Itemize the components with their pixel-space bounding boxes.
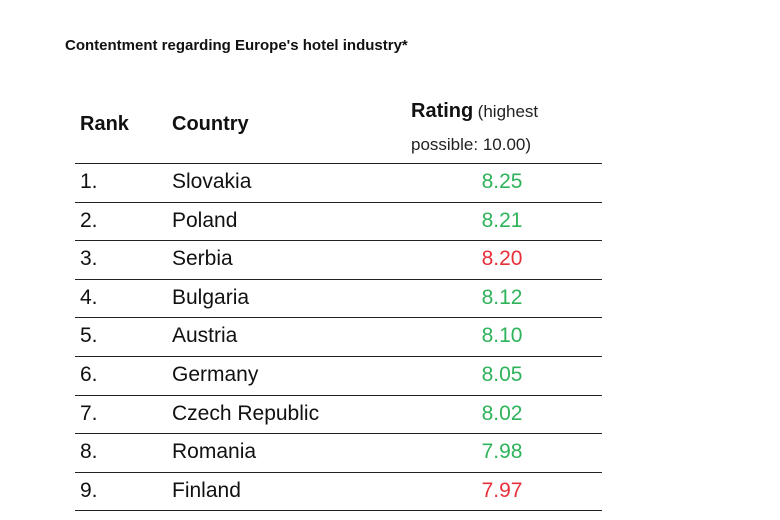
rank-cell: 9. [80, 478, 98, 502]
rating-cell: 8.12 [481, 285, 523, 309]
rating-cell: 8.02 [481, 401, 523, 425]
rule [75, 510, 602, 512]
rating-header: Rating (highest possible: 10.00) [411, 95, 591, 162]
country-cell: Poland [172, 208, 238, 232]
rating-cell: 8.20 [481, 247, 523, 271]
rating-cell: 8.25 [481, 170, 523, 193]
rank-cell: 6. [80, 363, 98, 386]
rule [75, 201, 602, 203]
rank-cell: 7. [80, 401, 98, 425]
country-cell: Finland [172, 478, 241, 502]
rank-header: Rank [80, 113, 129, 135]
country-cell: Germany [172, 363, 259, 386]
country-cell: Czech Republic [172, 401, 320, 425]
title: Contentment regarding Europe's hotel ind… [65, 37, 408, 54]
rank-cell: 1. [80, 170, 98, 193]
rating-cell: 7.98 [481, 440, 523, 464]
rating-note: (highest possible: 10.00) [411, 102, 539, 154]
rule [75, 240, 602, 242]
rule [75, 471, 602, 473]
rank-cell: 3. [80, 247, 98, 271]
rating-cell: 8.05 [481, 363, 523, 386]
rule [75, 317, 602, 319]
country-cell: Bulgaria [172, 285, 250, 309]
rule [75, 433, 602, 435]
rank-cell: 8. [80, 440, 98, 464]
rule [75, 394, 602, 396]
country-header: Country [172, 113, 249, 135]
rank-cell: 4. [80, 285, 98, 309]
rule [75, 278, 602, 280]
rank-cell: 2. [80, 208, 98, 232]
country-cell: Austria [172, 324, 238, 348]
rule [75, 163, 602, 164]
country-cell: Serbia [172, 247, 233, 271]
rule [75, 356, 602, 357]
country-cell: Slovakia [172, 170, 252, 193]
rank-cell: 5. [80, 324, 98, 348]
country-cell: Romania [172, 440, 257, 464]
rating-label: Rating [411, 100, 474, 122]
rating-cell: 8.10 [481, 324, 523, 348]
rating-cell: 7.97 [481, 478, 523, 502]
rating-cell: 8.21 [481, 208, 523, 232]
